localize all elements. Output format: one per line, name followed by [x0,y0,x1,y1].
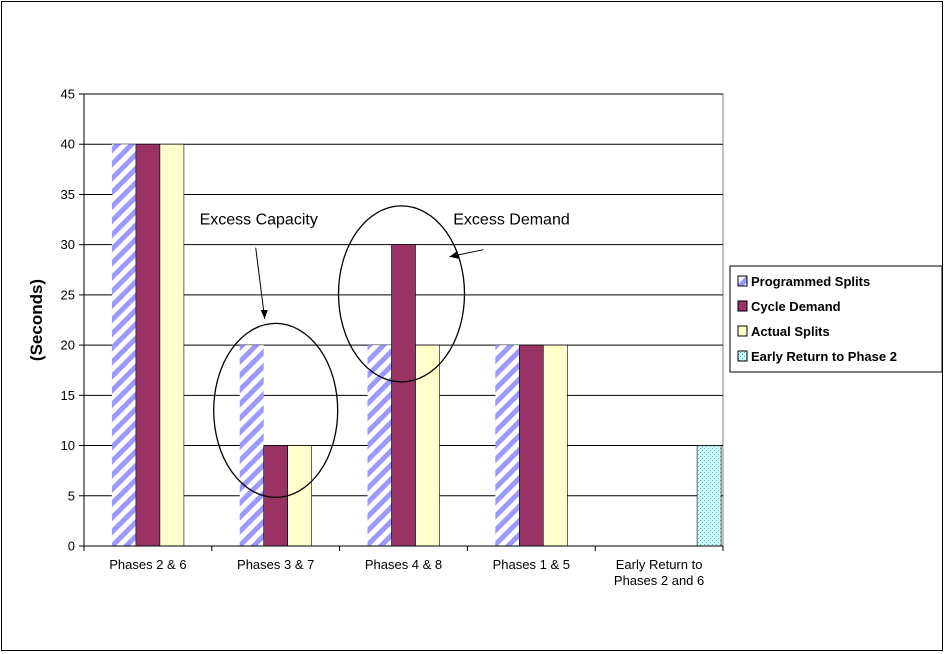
legend-box [729,265,943,373]
y-tick-label: 20 [61,338,75,353]
x-tick-label: Phases 1 & 5 [493,557,570,572]
actual-splits-bar [287,445,313,547]
annotations: Excess Capacity Excess Demand [200,205,570,499]
early-return-to-phase-2-bar [696,445,722,547]
cycle-demand-bar [391,244,416,547]
excess-capacity-arrow [255,247,266,320]
y-axis-label: (Seconds) [27,279,46,361]
y-tick-label: 5 [68,488,75,503]
excess-capacity-ellipse [213,322,339,499]
programmed-splits-bar [367,345,392,546]
legend: Programmed Splits Cycle Demand Actual Spli… [729,265,943,373]
programmed-splits-bar [495,345,520,546]
y-tick-label: 0 [68,539,75,554]
x-tick-label: Phases 4 & 8 [365,557,442,572]
excess-demand-label: Excess Demand [453,212,570,229]
cycle-demand-bar [135,143,161,547]
cycle-demand-bar [518,344,544,547]
excess-capacity-arrowhead [260,309,268,319]
actual-splits-bar [542,344,568,547]
x-tick-label: Phases 3 & 7 [237,557,314,572]
legend-label: Programmed Splits [751,274,870,289]
excess-demand-ellipse [337,205,466,383]
y-tick-label: 30 [61,237,75,252]
excess-demand-arrowhead [449,250,459,259]
legend-swatch [737,275,748,287]
excess-capacity-label: Excess Capacity [200,212,318,229]
y-tick-label: 40 [61,137,75,152]
x-tick-label: Phases 2 and 6 [614,573,704,588]
cycle-demand-bar [263,445,289,547]
y-tick-label: 15 [61,388,75,403]
y-tick-label: 35 [61,187,75,202]
x-tick-label: Early Return to [616,557,703,572]
legend-label: Cycle Demand [751,299,841,314]
axes: 0 5 10 15 20 25 30 35 40 45 (Seconds) Phases 2 & 6 P… [27,87,724,588]
actual-splits-bar [415,344,440,547]
x-tick-label: Phases 2 & 6 [109,557,186,572]
legend-swatch [737,300,748,312]
actual-splits-bar [159,143,185,547]
bars [111,143,722,547]
y-tick-label: 25 [61,287,75,302]
programmed-splits-bar [239,345,264,546]
programmed-splits-bar [111,144,136,546]
y-tick-label: 10 [61,438,75,453]
legend-label: Early Return to Phase 2 [751,349,897,364]
legend-swatch [737,325,748,337]
legend-label: Actual Splits [751,324,830,339]
legend-swatch [737,350,748,362]
y-tick-label: 45 [61,87,75,102]
